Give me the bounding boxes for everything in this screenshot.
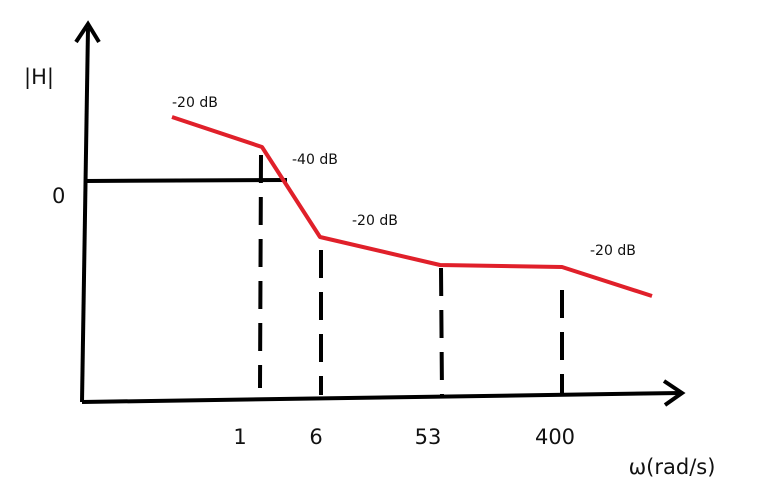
slope-label: -20 dB	[590, 243, 636, 259]
slope-label: -40 dB	[292, 152, 338, 168]
magnitude-curve	[171, 115, 653, 298]
x-axis	[81, 391, 681, 404]
y-arrow	[74, 20, 101, 44]
frequency-label: 53	[415, 425, 442, 449]
slope-label: -20 dB	[352, 213, 398, 229]
frequency-label: 6	[309, 425, 322, 449]
slope-label: -20 dB	[172, 95, 218, 111]
frequency-label: 400	[535, 425, 575, 449]
x-arrow	[662, 379, 686, 407]
y-axis-label: |H|	[24, 65, 54, 90]
zero-line	[84, 178, 288, 183]
frequency-label: 1	[233, 425, 246, 449]
y-axis	[80, 27, 90, 403]
break-line	[439, 267, 444, 396]
x-axis-label: ω(rad/s)	[629, 455, 716, 479]
break-line	[258, 154, 263, 389]
zero-label: 0	[52, 184, 65, 208]
